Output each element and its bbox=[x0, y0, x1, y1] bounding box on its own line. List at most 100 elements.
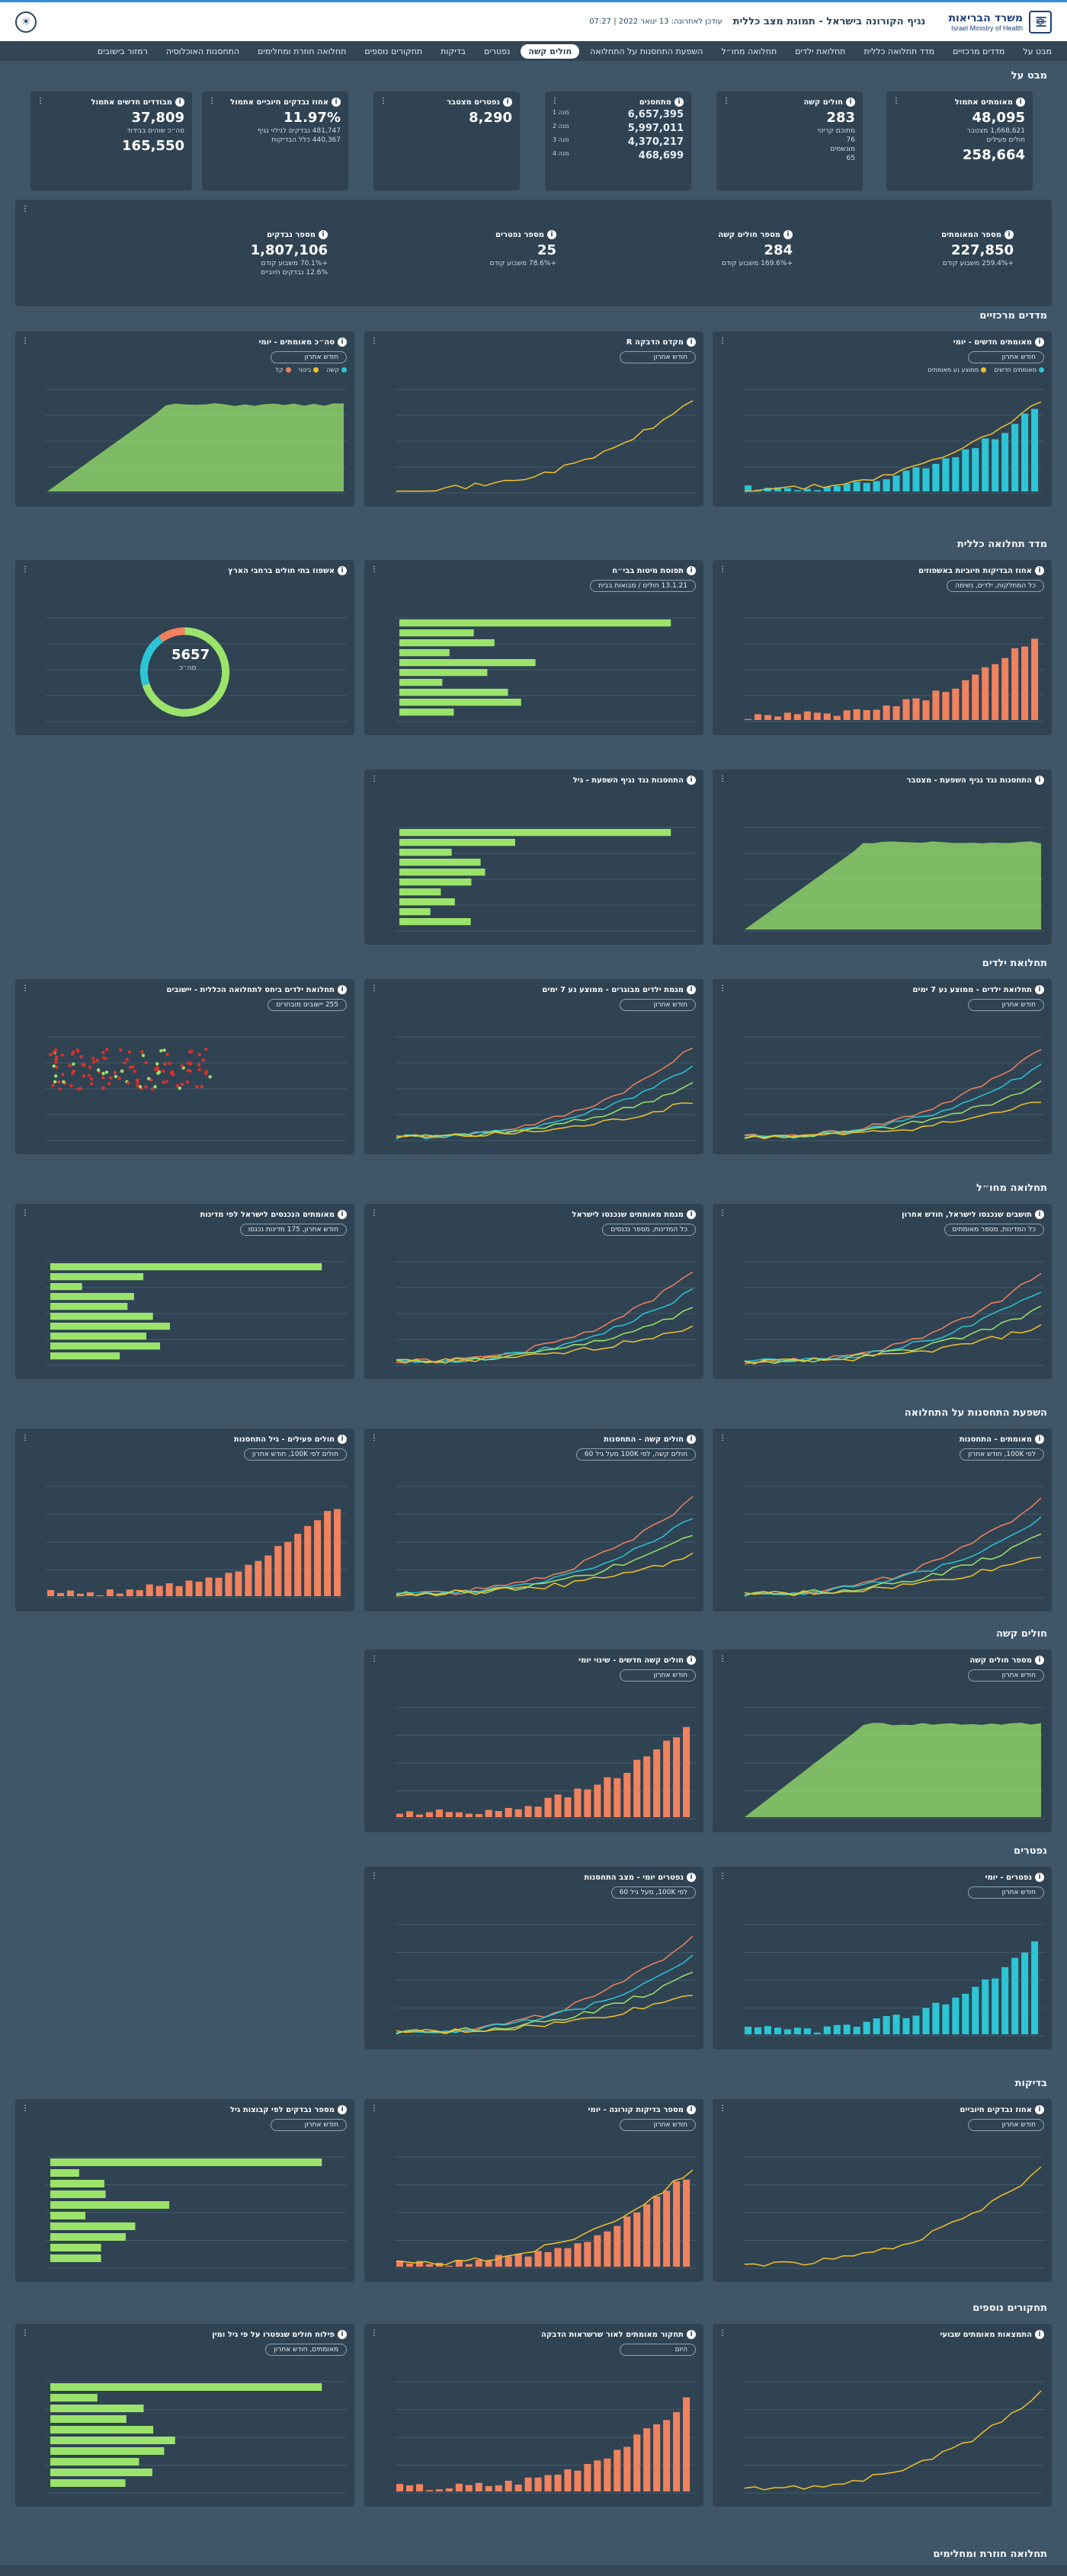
legend-item[interactable]: קל bbox=[275, 366, 291, 373]
info-icon[interactable]: i bbox=[332, 98, 341, 107]
accessibility-icon[interactable]: ☀ bbox=[15, 11, 37, 33]
card-menu-icon[interactable]: ⋮ bbox=[21, 1434, 29, 1442]
nav-item-4[interactable]: תחלואה מחו״ל bbox=[721, 46, 777, 56]
nav-item-0[interactable]: מבט על bbox=[1023, 46, 1052, 56]
period-selector[interactable]: חודש אחרון bbox=[620, 1669, 696, 1682]
nav-item-12[interactable]: רמזור בישובים bbox=[97, 46, 148, 56]
card-menu-icon[interactable]: ⋮ bbox=[719, 1872, 726, 1880]
info-icon[interactable]: i bbox=[1005, 230, 1014, 239]
card-menu-icon[interactable]: ⋮ bbox=[719, 1655, 726, 1663]
info-icon[interactable]: i bbox=[338, 2330, 347, 2339]
info-icon[interactable]: i bbox=[687, 1656, 696, 1665]
period-selector[interactable]: לפי 100K, מעל גיל 60 bbox=[610, 1886, 696, 1899]
period-selector[interactable]: חולים לפי 100K, חודש אחרון bbox=[243, 1448, 347, 1461]
info-icon[interactable]: i bbox=[338, 2105, 347, 2114]
period-selector[interactable]: חודש אחרון bbox=[968, 1669, 1044, 1682]
period-selector[interactable]: לפי 100K, חודש אחרון bbox=[960, 1448, 1044, 1461]
nav-item-1[interactable]: מדדים מרכזיים bbox=[953, 46, 1005, 56]
info-icon[interactable]: i bbox=[1035, 1873, 1044, 1882]
period-selector[interactable]: חודש אחרון bbox=[620, 2119, 696, 2131]
card-menu-icon[interactable]: ⋮ bbox=[719, 565, 726, 574]
info-icon[interactable]: i bbox=[783, 230, 793, 239]
info-icon[interactable]: i bbox=[1035, 1656, 1044, 1665]
card-menu-icon[interactable]: ⋮ bbox=[719, 2329, 726, 2338]
legend-item[interactable]: בינוני bbox=[299, 366, 319, 373]
card-menu-icon[interactable]: ⋮ bbox=[719, 2104, 726, 2113]
card-menu-icon[interactable]: ⋮ bbox=[370, 984, 378, 993]
card-menu-icon[interactable]: ⋮ bbox=[21, 984, 29, 993]
period-selector[interactable]: חולים קשה, לפי 100K מעל גיל 60 bbox=[575, 1448, 696, 1461]
info-icon[interactable]: i bbox=[687, 985, 696, 994]
info-icon[interactable]: i bbox=[687, 2105, 696, 2114]
card-menu-icon[interactable]: ⋮ bbox=[370, 1434, 378, 1442]
info-icon[interactable]: i bbox=[687, 1873, 696, 1882]
info-icon[interactable]: i bbox=[1035, 2105, 1044, 2114]
card-menu-icon[interactable]: ⋮ bbox=[719, 775, 726, 783]
info-icon[interactable]: i bbox=[1035, 566, 1044, 575]
legend-item[interactable]: מאומתים חדשים bbox=[994, 366, 1044, 373]
nav-item-9[interactable]: תחקורים נוספים bbox=[364, 46, 423, 56]
card-menu-icon[interactable]: ⋮ bbox=[370, 1209, 378, 1218]
info-icon[interactable]: i bbox=[175, 98, 184, 107]
period-selector[interactable]: חודש אחרון bbox=[620, 351, 696, 363]
card-menu-icon[interactable]: ⋮ bbox=[21, 2329, 29, 2338]
card-menu-icon[interactable]: ⋮ bbox=[719, 337, 726, 345]
ministry-logo[interactable]: ✡ משרד הבריאות Israel Ministry of Health bbox=[948, 10, 1052, 34]
info-icon[interactable]: i bbox=[338, 1435, 347, 1444]
info-icon[interactable]: i bbox=[674, 98, 684, 107]
nav-item-5[interactable]: השפעת התחסנות על התחלואה bbox=[590, 46, 703, 56]
info-icon[interactable]: i bbox=[1016, 98, 1025, 107]
info-icon[interactable]: i bbox=[338, 985, 347, 994]
info-icon[interactable]: i bbox=[338, 1210, 347, 1219]
period-selector[interactable]: 255 יישובים מובחרים bbox=[268, 999, 347, 1011]
period-selector[interactable]: כל המחלקות, ילדים, נשימה bbox=[947, 580, 1044, 592]
card-menu-icon[interactable]: ⋮ bbox=[21, 2104, 29, 2113]
legend-item[interactable]: ממוצע נע מאומתים bbox=[928, 366, 987, 373]
card-menu-icon[interactable]: ⋮ bbox=[719, 984, 726, 993]
card-menu-icon[interactable]: ⋮ bbox=[892, 97, 900, 105]
info-icon[interactable]: i bbox=[338, 566, 347, 575]
card-menu-icon[interactable]: ⋮ bbox=[370, 337, 378, 345]
card-menu-icon[interactable]: ⋮ bbox=[719, 1434, 726, 1442]
period-selector[interactable]: כל המדינות, מספר מאומתים bbox=[944, 1224, 1044, 1236]
period-selector[interactable]: חודש אחרון bbox=[968, 351, 1044, 363]
card-menu-icon[interactable]: ⋮ bbox=[208, 97, 216, 105]
period-selector[interactable]: חודש אחרון bbox=[968, 999, 1044, 1011]
card-menu-icon[interactable]: ⋮ bbox=[21, 205, 29, 213]
nav-item-2[interactable]: מדד תחלואה כללית bbox=[864, 46, 935, 56]
info-icon[interactable]: i bbox=[687, 2330, 696, 2339]
info-icon[interactable]: i bbox=[1035, 776, 1044, 785]
info-icon[interactable]: i bbox=[319, 230, 328, 239]
info-icon[interactable]: i bbox=[687, 1210, 696, 1219]
info-icon[interactable]: i bbox=[1035, 985, 1044, 994]
period-selector[interactable]: חודש אחרון bbox=[271, 2119, 347, 2131]
card-menu-icon[interactable]: ⋮ bbox=[723, 97, 730, 105]
info-icon[interactable]: i bbox=[687, 1435, 696, 1444]
period-selector[interactable]: חודש אחרון bbox=[968, 2119, 1044, 2131]
info-icon[interactable]: i bbox=[846, 98, 855, 107]
nav-item-10[interactable]: תחלואה חוזרת ומחלימים bbox=[258, 46, 347, 56]
info-icon[interactable]: i bbox=[687, 776, 696, 785]
nav-item-11[interactable]: התחסנות האוכלוסיה bbox=[165, 46, 240, 56]
card-menu-icon[interactable]: ⋮ bbox=[370, 2329, 378, 2338]
nav-item-3[interactable]: תחלואת ילדים bbox=[795, 46, 846, 56]
period-selector[interactable]: מאומתים, חודש אחרון bbox=[265, 2344, 347, 2356]
period-selector[interactable]: 13.1.21 חולים / מבואות בבית bbox=[590, 580, 696, 592]
info-icon[interactable]: i bbox=[687, 338, 696, 347]
card-menu-icon[interactable]: ⋮ bbox=[719, 1209, 726, 1218]
card-menu-icon[interactable]: ⋮ bbox=[370, 775, 378, 783]
info-icon[interactable]: i bbox=[547, 230, 556, 239]
period-selector[interactable]: כל המדינות, מספר נכנסים bbox=[602, 1224, 696, 1236]
info-icon[interactable]: i bbox=[687, 566, 696, 575]
card-menu-icon[interactable]: ⋮ bbox=[370, 2104, 378, 2113]
card-menu-icon[interactable]: ⋮ bbox=[380, 97, 387, 105]
period-selector[interactable]: חודש אחרון bbox=[271, 351, 347, 363]
hamburger-menu-icon[interactable]: ☰ bbox=[1034, 14, 1048, 30]
period-selector[interactable]: חודש אחרון, 175 מדינות נכנסו bbox=[239, 1224, 347, 1236]
card-menu-icon[interactable]: ⋮ bbox=[370, 1872, 378, 1880]
legend-item[interactable]: קשה bbox=[326, 366, 347, 373]
info-icon[interactable]: i bbox=[1035, 2330, 1044, 2339]
nav-item-8[interactable]: בדיקות bbox=[441, 46, 466, 56]
info-icon[interactable]: i bbox=[1035, 1210, 1044, 1219]
card-menu-icon[interactable]: ⋮ bbox=[21, 565, 29, 574]
